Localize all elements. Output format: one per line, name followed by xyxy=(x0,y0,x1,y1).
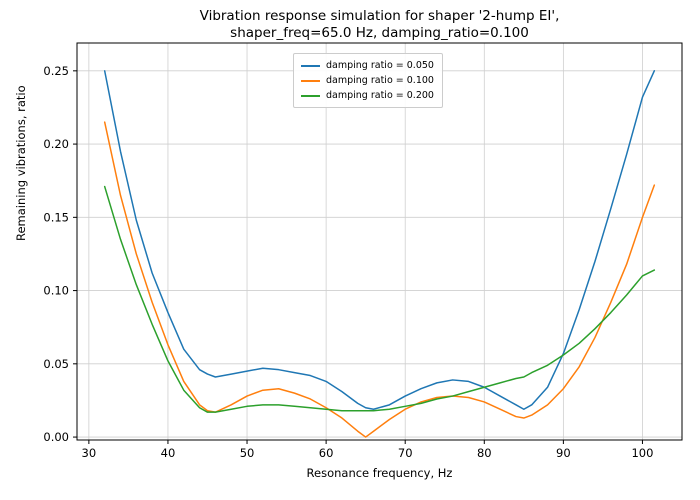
svg-text:90: 90 xyxy=(556,446,571,460)
legend-line-swatch xyxy=(301,64,320,67)
x-axis-label: Resonance frequency, Hz xyxy=(306,466,453,480)
chart-title-line2: shaper_freq=65.0 Hz, damping_ratio=0.100 xyxy=(230,24,529,41)
svg-text:40: 40 xyxy=(161,446,176,460)
svg-text:100: 100 xyxy=(631,446,653,460)
svg-text:0.00: 0.00 xyxy=(43,430,69,444)
svg-text:0.15: 0.15 xyxy=(43,210,69,224)
legend-item: damping ratio = 0.050 xyxy=(301,58,434,73)
svg-text:60: 60 xyxy=(319,446,334,460)
legend-label: damping ratio = 0.050 xyxy=(326,60,434,71)
chart-title: Vibration response simulation for shaper… xyxy=(77,8,682,42)
chart-title-line1: Vibration response simulation for shaper… xyxy=(199,8,560,24)
legend-line-swatch xyxy=(301,79,320,82)
svg-text:50: 50 xyxy=(240,446,255,460)
legend-label: damping ratio = 0.100 xyxy=(326,75,434,86)
legend: damping ratio = 0.050 damping ratio = 0.… xyxy=(293,53,443,108)
svg-text:0.10: 0.10 xyxy=(43,284,69,298)
svg-text:30: 30 xyxy=(82,446,97,460)
legend-label: damping ratio = 0.200 xyxy=(326,90,434,101)
svg-text:0.20: 0.20 xyxy=(43,137,69,151)
svg-text:0.25: 0.25 xyxy=(43,64,69,78)
svg-text:70: 70 xyxy=(398,446,413,460)
legend-item: damping ratio = 0.200 xyxy=(301,88,434,103)
svg-text:0.05: 0.05 xyxy=(43,357,69,371)
legend-item: damping ratio = 0.100 xyxy=(301,73,434,88)
legend-line-swatch xyxy=(301,94,320,97)
svg-text:80: 80 xyxy=(477,446,492,460)
